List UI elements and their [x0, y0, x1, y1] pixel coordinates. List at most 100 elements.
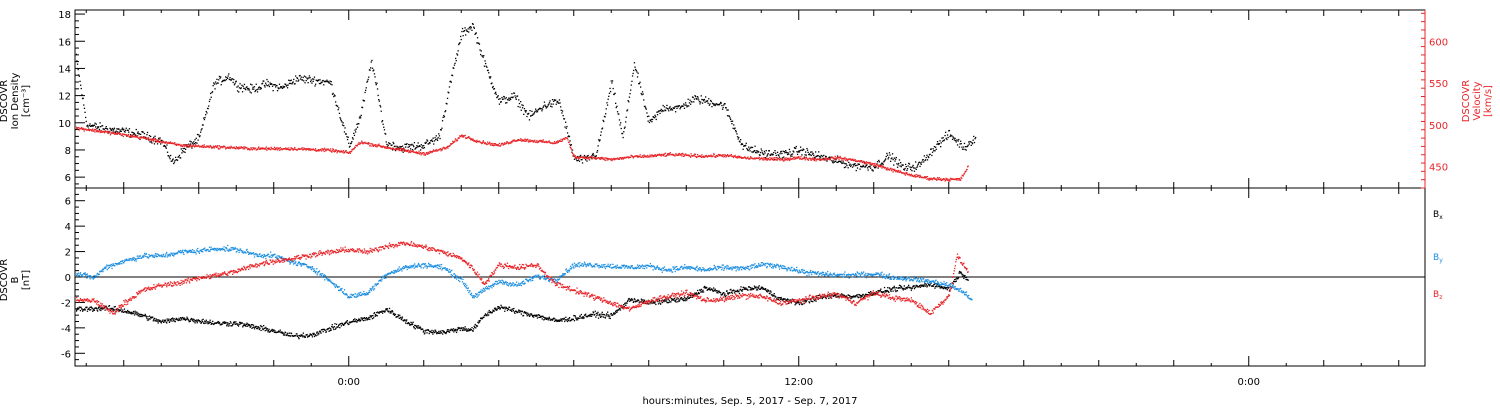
top-data-point [376, 145, 378, 147]
bottom-data-point [251, 324, 254, 326]
top-data-point [463, 30, 465, 33]
top-data-point [653, 117, 656, 119]
top-data-point [392, 141, 394, 144]
top-data-point [95, 123, 97, 125]
bottom-data-point [518, 309, 520, 312]
top-data-point [276, 85, 278, 87]
top-data-point [114, 131, 116, 133]
top-data-point [275, 84, 277, 87]
top-data-point [153, 136, 155, 139]
top-data-point [441, 127, 443, 129]
bottom-data-point [312, 333, 315, 336]
top-data-point [423, 154, 425, 156]
bottom-data-point [736, 291, 738, 293]
top-data-point [651, 118, 654, 121]
top-data-point [448, 86, 451, 88]
bottom-data-point [555, 320, 557, 322]
bottom-data-point [512, 308, 514, 310]
top-data-point [900, 166, 902, 168]
top-data-point [877, 167, 879, 169]
top-data-point [239, 83, 241, 85]
top-data-point [732, 155, 734, 157]
bottom-data-point [202, 321, 204, 323]
top-data-point [425, 141, 427, 143]
bottom-data-point [936, 286, 938, 288]
top-data-point [803, 156, 806, 158]
top-data-point [898, 162, 900, 165]
bottom-data-point [715, 290, 717, 292]
bottom-data-point [677, 301, 679, 303]
top-data-point [465, 29, 467, 31]
bottom-data-point [264, 330, 266, 332]
bottom-data-point [261, 326, 263, 328]
top-data-point [560, 106, 562, 108]
bottom-data-point [463, 328, 466, 330]
top-data-point [967, 144, 969, 146]
top-data-point [165, 146, 167, 148]
top-data-point [429, 142, 431, 144]
bottom-data-point [147, 319, 150, 321]
top-data-point [443, 114, 445, 117]
top-data-point [699, 103, 701, 105]
top-data-point [179, 144, 181, 146]
top-data-point [605, 157, 608, 159]
top-data-point [646, 156, 648, 158]
top-data-point [889, 168, 891, 170]
bottom-data-point [527, 312, 529, 314]
top-data-point [636, 76, 639, 78]
top-data-point [504, 142, 506, 144]
bottom-data-point [709, 287, 711, 289]
top-data-point [754, 145, 756, 147]
top-data-point [704, 101, 706, 103]
top-data-point [194, 139, 196, 141]
top-data-point [333, 94, 336, 96]
top-data-point [193, 145, 195, 147]
top-data-point [371, 145, 373, 147]
bottom-data-point [241, 322, 243, 324]
bottom-data-point [566, 320, 569, 323]
bottom-data-point [488, 309, 490, 312]
top-data-point [970, 141, 972, 143]
top-data-point [829, 159, 832, 161]
bottom-data-point [253, 328, 256, 330]
bottom-data-point [207, 323, 209, 325]
top-data-point [659, 112, 661, 115]
top-data-point [632, 157, 634, 159]
top-data-point [834, 155, 836, 158]
top-data-point [639, 81, 641, 83]
bottom-data-point [526, 313, 528, 315]
top-data-point [828, 158, 830, 160]
bottom-data-point [906, 287, 908, 290]
top-data-point [814, 156, 816, 158]
bottom-data-point [901, 286, 903, 288]
bottom-data-point [444, 332, 446, 334]
bottom-data-point [625, 304, 627, 306]
top-data-point [343, 131, 346, 133]
bottom-data-point [144, 315, 146, 317]
top-data-point [566, 132, 569, 134]
top-data-point [959, 143, 961, 145]
top-data-point [317, 149, 319, 152]
bottom-data-point [864, 294, 866, 296]
top-data-point [432, 150, 434, 152]
top-data-point [350, 150, 353, 152]
top-data-point [670, 107, 672, 110]
bottom-data-point [577, 319, 579, 321]
top-data-point [886, 152, 888, 155]
top-data-point [940, 178, 942, 180]
bottom-data-point [521, 310, 524, 312]
top-data-point [715, 103, 717, 105]
top-data-point [612, 87, 614, 90]
top-data-point [393, 142, 395, 145]
top-data-point [395, 149, 397, 152]
top-data-point [99, 129, 101, 132]
bottom-data-point [754, 287, 757, 289]
bottom-data-point [112, 307, 114, 310]
top-data-point [543, 105, 545, 107]
bottom-data-point [316, 332, 318, 334]
bottom-data-point [193, 319, 196, 321]
top-data-point [359, 115, 361, 118]
top-data-point [248, 89, 251, 91]
bottom-data-point [575, 319, 578, 321]
top-data-point [559, 140, 562, 142]
